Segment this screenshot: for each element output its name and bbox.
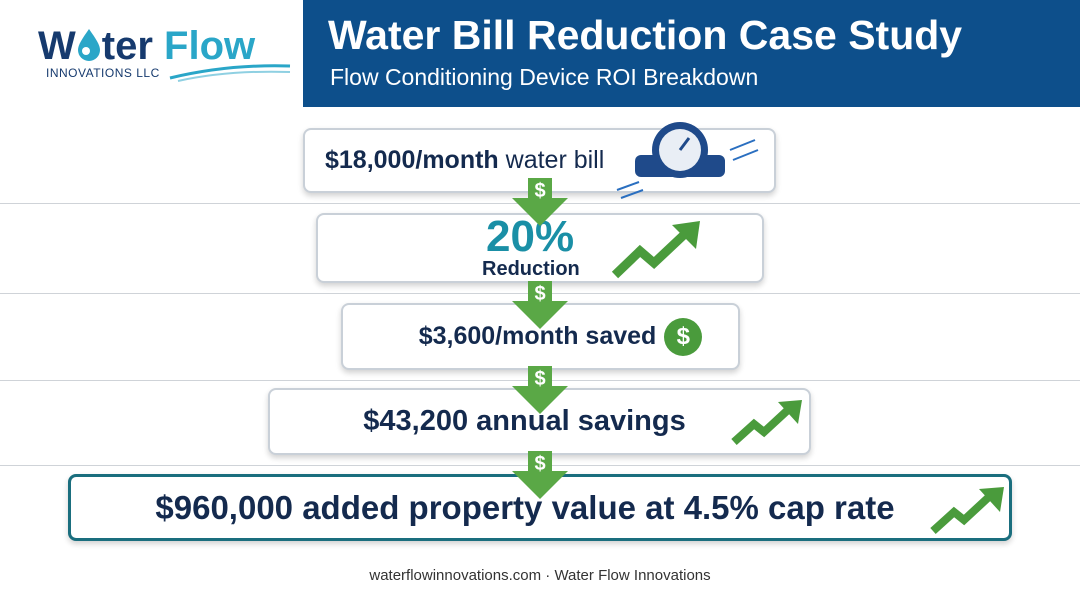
trend-icon (731, 400, 802, 445)
flow-arrow: $ (510, 281, 570, 329)
arrow-label: $ (534, 180, 546, 202)
step-value: $43,200 annual savings (363, 405, 686, 437)
step-big: 20% (486, 211, 575, 261)
step-value: $960,000 added property value at 4.5% ca… (155, 488, 895, 526)
title: Water Bill Reduction Case Study (328, 12, 963, 58)
flow-arrow: $ (510, 366, 570, 414)
step-text: water bill (505, 146, 605, 174)
trend-icon (930, 487, 1004, 534)
logo-ter: ter (101, 24, 153, 68)
logo-wave (169, 64, 291, 82)
logo-flow: Flow (164, 24, 256, 68)
coin-icon: $ (664, 317, 703, 356)
meter-icon (616, 122, 759, 199)
step-value: $3,600/month saved (418, 322, 657, 350)
step-small: Reduction (482, 257, 580, 280)
arrow-label: $ (534, 283, 546, 305)
step-value: $18,000/month (325, 146, 499, 174)
footer: waterflowinnovations.com · Water Flow In… (369, 567, 711, 584)
header: Water Bill Reduction Case Study Flow Con… (303, 0, 1080, 107)
trend-icon (611, 221, 700, 279)
flow-arrow: $ (510, 178, 570, 226)
logo-w: W (38, 24, 76, 68)
arrow-label: $ (534, 453, 546, 475)
arrow-label: $ (534, 368, 546, 390)
subtitle: Flow Conditioning Device ROI Breakdown (330, 64, 759, 90)
flow-arrow: $ (510, 451, 570, 499)
logo-sub: INNOVATIONS LLC (46, 66, 160, 80)
logo-drop (77, 29, 100, 61)
